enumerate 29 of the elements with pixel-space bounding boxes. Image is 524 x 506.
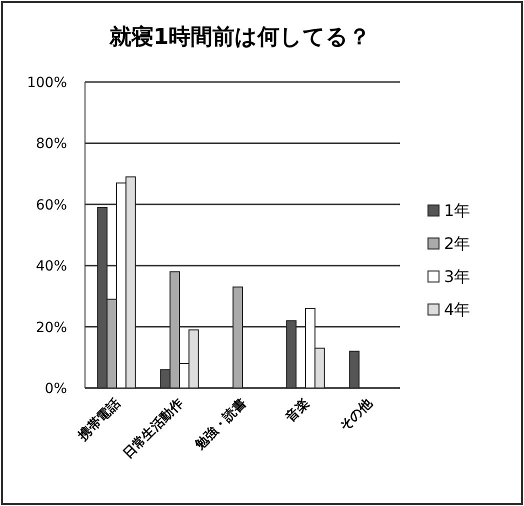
bar <box>125 176 136 388</box>
bar <box>232 286 243 388</box>
x-tick-label: その他 <box>337 396 376 434</box>
bar <box>286 320 297 388</box>
bar <box>314 348 325 388</box>
legend-label: 3年 <box>444 267 470 286</box>
bar <box>305 308 316 388</box>
bar <box>170 271 180 388</box>
chart-title: 就寝1時間前は何してる？ <box>108 24 371 50</box>
bar <box>349 350 360 388</box>
y-tick-label: 40% <box>36 258 67 275</box>
legend-label: 2年 <box>444 234 470 253</box>
y-tick-label: 100% <box>26 75 67 91</box>
x-tick-label: 日常生活動作 <box>120 396 186 462</box>
y-tick-label: 20% <box>36 320 67 336</box>
legend-label: 1年 <box>444 201 470 220</box>
x-tick-label: 携帯電話 <box>74 396 124 444</box>
bar <box>106 298 117 388</box>
x-tick-label: 勉強・読書 <box>191 396 250 454</box>
bar <box>116 182 126 388</box>
bar <box>179 363 190 388</box>
bar <box>97 206 108 388</box>
x-tick-label: 音楽 <box>282 396 312 426</box>
y-tick-label: 80% <box>36 136 67 152</box>
legend-label: 4年 <box>444 300 470 319</box>
bar <box>160 369 171 388</box>
y-tick-label: 0% <box>44 381 67 397</box>
bar <box>188 329 199 388</box>
y-tick-label: 60% <box>36 197 67 214</box>
